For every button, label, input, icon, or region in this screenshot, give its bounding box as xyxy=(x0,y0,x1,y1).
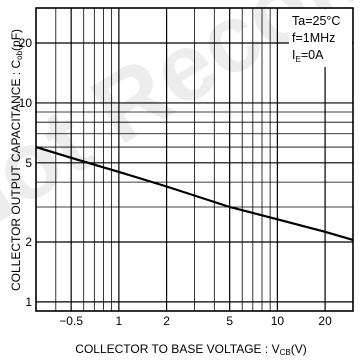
series-line xyxy=(35,146,354,241)
tick-labels: −0.5 1 2 5 10 20 1 2 5 10 20 xyxy=(19,36,332,328)
conditions-box-bg xyxy=(289,9,352,67)
x-tick-label: 1 xyxy=(116,314,123,328)
x-tick-label: 10 xyxy=(271,314,285,328)
plot-frame xyxy=(35,7,354,312)
conditions-box: Ta=25°C f=1MHz IE=0A xyxy=(289,9,352,67)
x-tick-label: 20 xyxy=(318,314,332,328)
series xyxy=(35,146,354,241)
x-tick-label: 5 xyxy=(226,314,233,328)
x-axis-label: COLLECTOR TO BASE VOLTAGE : VCB(V) xyxy=(75,342,306,357)
condition-text: f=1MHz xyxy=(292,31,335,45)
grid xyxy=(36,8,353,311)
x-tick-label: 2 xyxy=(163,314,170,328)
y-tick-label: 10 xyxy=(19,96,33,110)
y-tick-label: 5 xyxy=(25,156,32,170)
y-axis-label: COLLECTOR OUTPUT CAPACITANCE : Cob(pF) xyxy=(9,29,24,291)
condition-text: IE=0A xyxy=(292,48,324,64)
condition-text: Ta=25°C xyxy=(292,14,340,28)
y-tick-label: 1 xyxy=(25,295,32,309)
y-tick-label: 20 xyxy=(19,36,33,50)
x-tick-label: −0.5 xyxy=(59,314,83,328)
y-tick-label: 2 xyxy=(25,235,32,249)
